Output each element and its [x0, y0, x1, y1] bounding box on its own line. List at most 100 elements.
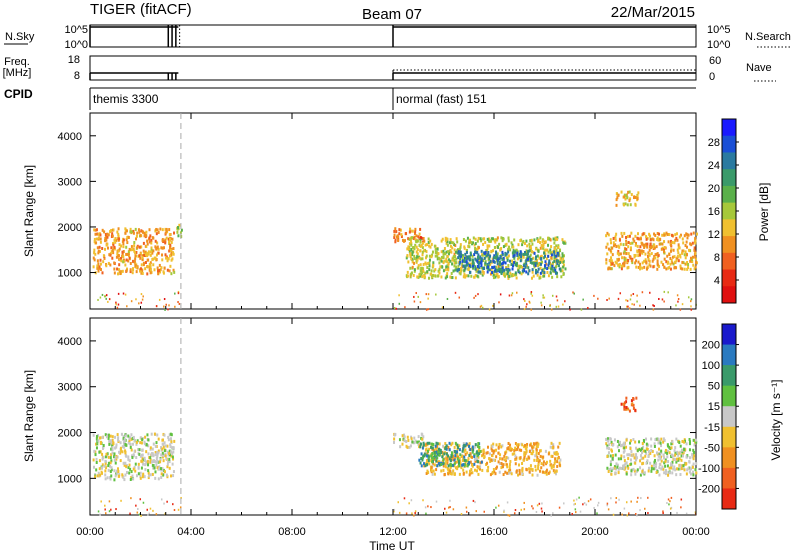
data-cell [531, 242, 534, 246]
data-cell [490, 249, 493, 253]
data-cell [122, 441, 125, 445]
data-cell [98, 450, 101, 454]
data-cell [526, 250, 529, 254]
data-cell [142, 501, 145, 504]
data-cell [507, 514, 509, 517]
data-cell [607, 233, 610, 237]
data-cell [536, 237, 539, 241]
data-cell [109, 252, 112, 256]
data-cell [552, 469, 555, 473]
data-cell [143, 475, 146, 479]
data-cell [447, 250, 450, 254]
data-cell [138, 513, 141, 516]
data-cell [145, 230, 148, 234]
data-cell [622, 464, 625, 468]
data-cell [444, 238, 447, 242]
data-cell [480, 264, 483, 268]
data-cell [663, 265, 666, 269]
data-cell [617, 471, 620, 475]
data-cell [615, 198, 618, 202]
data-cell [593, 294, 595, 297]
data-cell [168, 304, 170, 307]
data-cell [543, 296, 546, 299]
freq-tick-bottom: 8 [74, 70, 80, 82]
data-cell [650, 464, 653, 468]
data-cell [119, 272, 122, 276]
data-cell [514, 509, 517, 512]
data-cell [633, 469, 636, 473]
data-cell [172, 252, 175, 256]
data-cell [689, 470, 692, 474]
data-cell [681, 249, 684, 253]
data-cell [153, 466, 156, 470]
data-cell [524, 299, 526, 302]
data-cell [615, 261, 618, 265]
data-cell [125, 245, 128, 249]
data-cell [100, 466, 103, 470]
data-cell [515, 262, 518, 266]
data-cell [451, 276, 454, 280]
data-cell [520, 252, 523, 256]
data-cell [497, 257, 500, 261]
data-cell [123, 259, 126, 263]
data-cell [457, 455, 460, 459]
data-cell [167, 237, 170, 241]
data-cell [417, 440, 420, 444]
data-cell [161, 246, 164, 250]
data-cell [608, 258, 611, 262]
data-cell [154, 245, 157, 249]
data-cell [421, 257, 424, 261]
data-cell [118, 263, 121, 267]
data-cell [439, 448, 442, 452]
data-cell [535, 247, 538, 251]
data-cell [95, 228, 98, 232]
data-cell [114, 461, 117, 465]
data-cell [606, 502, 609, 505]
data-cell [147, 463, 150, 467]
data-cell [518, 253, 521, 257]
data-cell [455, 257, 458, 261]
data-cell [636, 194, 639, 198]
data-cell [431, 452, 434, 456]
data-cell [446, 254, 449, 258]
data-cell [482, 272, 485, 276]
data-cell [121, 473, 124, 477]
data-cell [476, 459, 479, 463]
x-tick-label: 00:00 [76, 526, 104, 538]
data-cell [104, 508, 106, 511]
data-cell [614, 453, 617, 457]
data-cell [642, 232, 645, 236]
data-cell [556, 271, 559, 275]
data-cell [534, 268, 537, 272]
data-cell [505, 463, 508, 467]
data-cell [101, 246, 104, 250]
data-cell [553, 255, 556, 259]
data-cell [502, 258, 505, 262]
data-cell [99, 262, 102, 266]
data-cell [453, 264, 456, 268]
data-cell [609, 467, 612, 471]
data-cell [111, 444, 114, 448]
data-cell [511, 245, 514, 249]
data-cell [446, 272, 449, 276]
data-cell [103, 256, 106, 260]
data-cell [480, 304, 483, 307]
data-cell [128, 459, 131, 463]
data-cell [639, 459, 642, 463]
data-cell [501, 457, 504, 461]
data-cell [626, 453, 629, 457]
data-cell [555, 450, 558, 454]
data-cell [101, 293, 104, 296]
data-cell [528, 269, 531, 273]
data-cell [157, 477, 160, 481]
data-cell [658, 242, 661, 246]
data-cell [660, 459, 663, 463]
data-cell [617, 249, 620, 253]
data-cell [432, 442, 435, 446]
data-cell [109, 456, 112, 460]
data-cell [573, 503, 575, 506]
data-cell [462, 468, 465, 472]
data-cell [658, 473, 661, 477]
data-cell [677, 467, 680, 471]
data-cell [606, 446, 609, 450]
